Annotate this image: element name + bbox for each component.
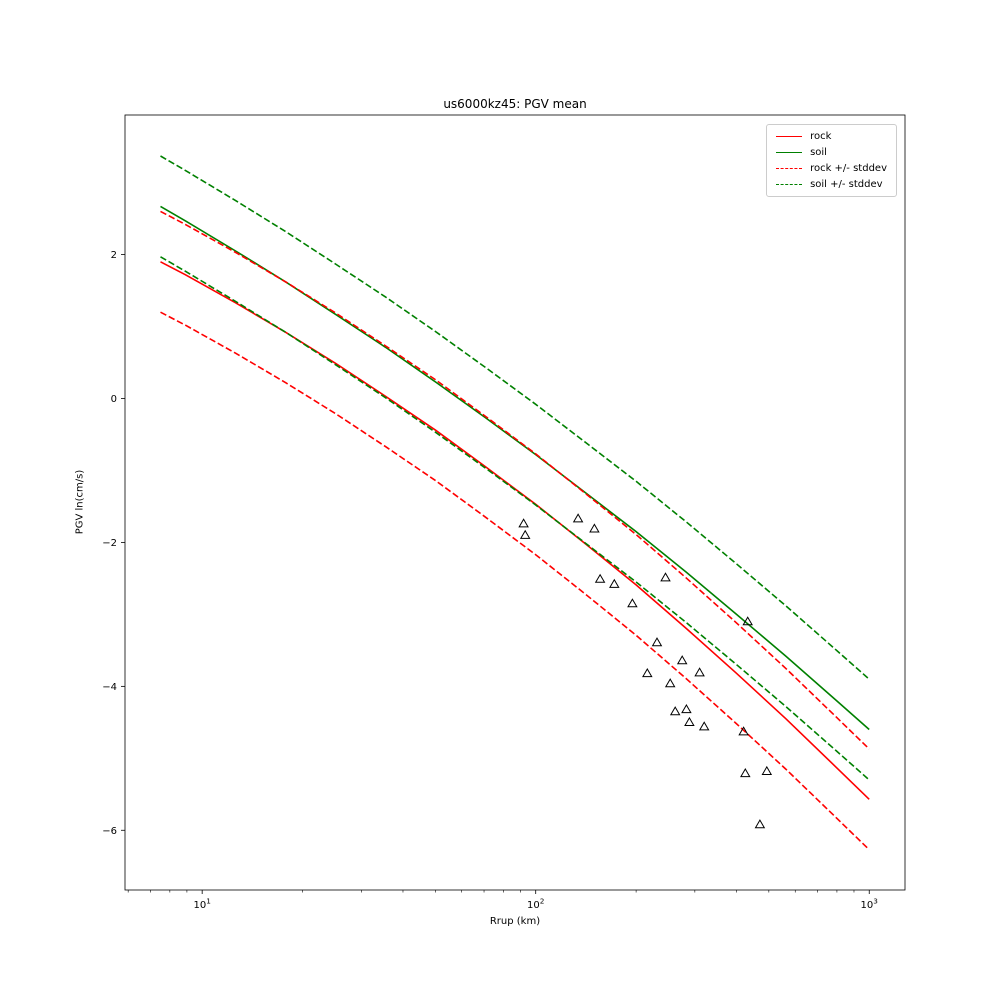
triangle-marker	[664, 678, 676, 688]
y-tick-label: 2	[111, 250, 117, 261]
x-tick-label: 101	[193, 897, 210, 912]
triangle-marker	[594, 573, 606, 583]
legend-label: soil	[810, 147, 827, 158]
triangle-marker	[518, 518, 529, 528]
triangle-marker	[519, 529, 531, 539]
triangle-marker	[740, 768, 751, 778]
legend-line-soil	[776, 152, 803, 153]
x-tick-label: 103	[861, 897, 879, 912]
triangle-marker	[742, 616, 753, 626]
triangle-marker	[609, 578, 620, 588]
series-rock-plus-stddev	[160, 210, 870, 750]
legend-line-rock	[776, 136, 803, 137]
y-axis-label: PGV ln(cm/s)	[74, 469, 86, 535]
y-tick-label: −2	[102, 538, 117, 549]
legend-label: rock +/- stddev	[810, 163, 887, 174]
legend-line-soil-stddev	[776, 184, 803, 185]
legend-item-rock-stddev: rock +/- stddev	[776, 163, 887, 174]
x-axis-ticks: 101 102 103	[127, 890, 879, 912]
triangle-marker	[761, 765, 773, 775]
triangle-marker	[669, 706, 681, 716]
triangle-marker	[572, 513, 584, 523]
legend-label: rock	[810, 131, 832, 142]
legend-line-rock-stddev	[776, 168, 803, 169]
triangle-marker	[684, 716, 695, 726]
y-axis-ticks: 2 0 −2 −4 −6	[102, 250, 125, 837]
chart-title: us6000kz45: PGV mean	[443, 97, 587, 111]
y-tick-label: 0	[111, 394, 117, 405]
legend-item-soil: soil	[776, 147, 887, 158]
triangle-marker	[642, 668, 653, 678]
triangle-marker	[694, 667, 705, 677]
triangle-marker	[589, 523, 600, 533]
triangle-marker	[627, 598, 638, 608]
x-axis-label: Rrup (km)	[489, 916, 541, 927]
scatter-observations	[518, 513, 773, 829]
legend-item-rock: rock	[776, 131, 887, 142]
x-tick-label: 102	[527, 897, 544, 912]
series-rock-minus-stddev	[160, 311, 870, 851]
series-rock	[160, 261, 870, 800]
triangle-marker	[660, 572, 671, 582]
axes-frame	[124, 114, 906, 891]
legend-label: soil +/- stddev	[810, 179, 883, 190]
triangle-marker	[676, 655, 688, 665]
triangle-marker	[738, 726, 749, 736]
series-soil	[160, 205, 870, 731]
legend: rock soil rock +/- stddev soil +/- stdde…	[766, 124, 897, 197]
y-tick-label: −4	[102, 682, 117, 693]
series-soil-minus-stddev	[160, 256, 870, 781]
triangle-marker	[698, 721, 710, 731]
triangle-marker	[754, 819, 766, 829]
triangle-marker	[651, 637, 663, 647]
triangle-marker	[681, 704, 692, 714]
series-soil-plus-stddev	[160, 155, 870, 680]
legend-item-soil-stddev: soil +/- stddev	[776, 179, 887, 190]
y-tick-label: −6	[102, 826, 117, 837]
